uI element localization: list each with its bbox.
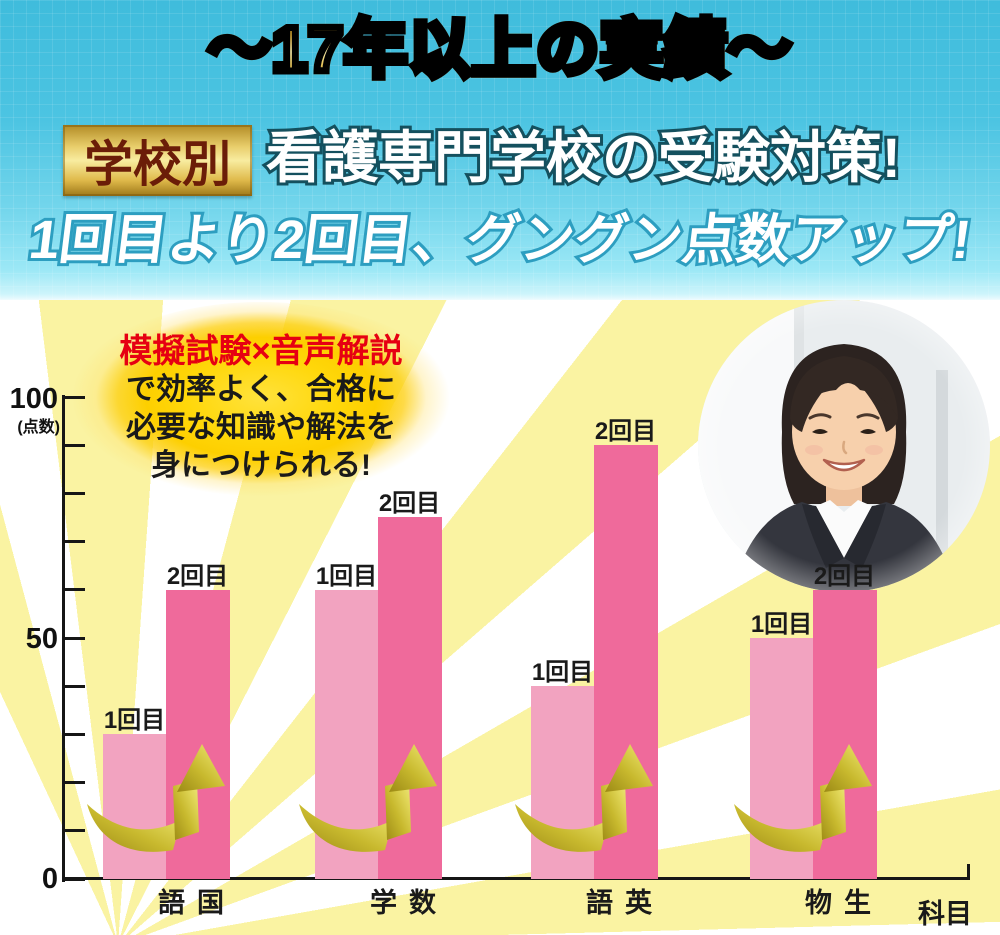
subheadline: 1回目より2回目、グングン点数アップ!	[23, 207, 977, 273]
gold-up-arrow-icon	[87, 744, 225, 852]
gold-up-arrow-icon	[515, 744, 653, 852]
y-tick	[65, 732, 85, 736]
callout-line-1: 模擬試験×音声解説	[119, 332, 403, 369]
bar-label-数学-1: 1回目	[315, 563, 378, 590]
callout-line-2: で効率よく、合格に	[126, 372, 396, 406]
main-content: 模擬試験×音声解説 で効率よく、合格に 必要な知識や解法を 身につけられる!	[0, 300, 1000, 935]
category-label-英語: 英語	[582, 888, 651, 918]
category-label-生物: 生物	[801, 888, 870, 918]
school-type-badge: 学校別	[63, 125, 252, 196]
bar-label-数学-2: 2回目	[378, 490, 441, 517]
bar-label-国語-2: 2回目	[166, 563, 229, 590]
x-axis	[62, 877, 970, 880]
gold-up-arrow-icon	[299, 744, 437, 852]
woman-photo	[698, 300, 990, 592]
y-tick	[65, 636, 85, 640]
y-tick	[65, 781, 85, 785]
x-axis-end-tick	[967, 864, 970, 877]
y-tick-label-50: 50	[25, 623, 58, 655]
bar-label-国語-1: 1回目	[103, 707, 166, 734]
improvement-arrow-数学	[295, 738, 445, 863]
improvement-arrow-生物	[730, 738, 880, 863]
y-tick	[65, 877, 85, 881]
gold-up-arrow-icon	[734, 744, 872, 852]
photo-soft-edge	[698, 300, 990, 592]
bar-国語-1	[103, 734, 166, 879]
callout-line-3: 必要な知識や解法を	[126, 410, 396, 444]
banner-title: 〜17年以上の実績〜	[0, 12, 1000, 89]
y-tick	[65, 684, 85, 688]
y-tick	[65, 395, 85, 399]
y-tick-label-0: 0	[41, 863, 58, 895]
y-axis	[62, 395, 65, 882]
bar-label-英語-2: 2回目	[594, 418, 657, 445]
category-label-数学: 数学	[366, 888, 435, 918]
y-tick-label-100: 100	[9, 383, 58, 415]
bar-label-英語-1: 1回目	[531, 659, 594, 686]
y-tick	[65, 443, 85, 447]
headline: 看護専門学校の受験対策!	[263, 124, 904, 191]
bar-label-生物-2: 2回目	[813, 563, 876, 590]
y-tick	[65, 540, 85, 544]
bar-label-生物-1: 1回目	[750, 611, 813, 638]
callout-line-4: 身につけられる!	[151, 448, 371, 482]
y-tick	[65, 588, 85, 592]
y-axis-unit: (点数)	[17, 419, 60, 436]
header-banner-area: 〜17年以上の実績〜 学校別 看護専門学校の受験対策! 1回目より2回目、グング…	[0, 0, 1000, 300]
y-tick	[65, 829, 85, 833]
y-tick	[65, 491, 85, 495]
x-axis-label: 科目	[918, 899, 972, 929]
callout-bubble: 模擬試験×音声解説 で効率よく、合格に 必要な知識や解法を 身につけられる!	[62, 302, 460, 510]
category-label-国語: 国語	[154, 888, 223, 918]
improvement-arrow-国語	[83, 738, 233, 863]
improvement-arrow-英語	[511, 738, 661, 863]
